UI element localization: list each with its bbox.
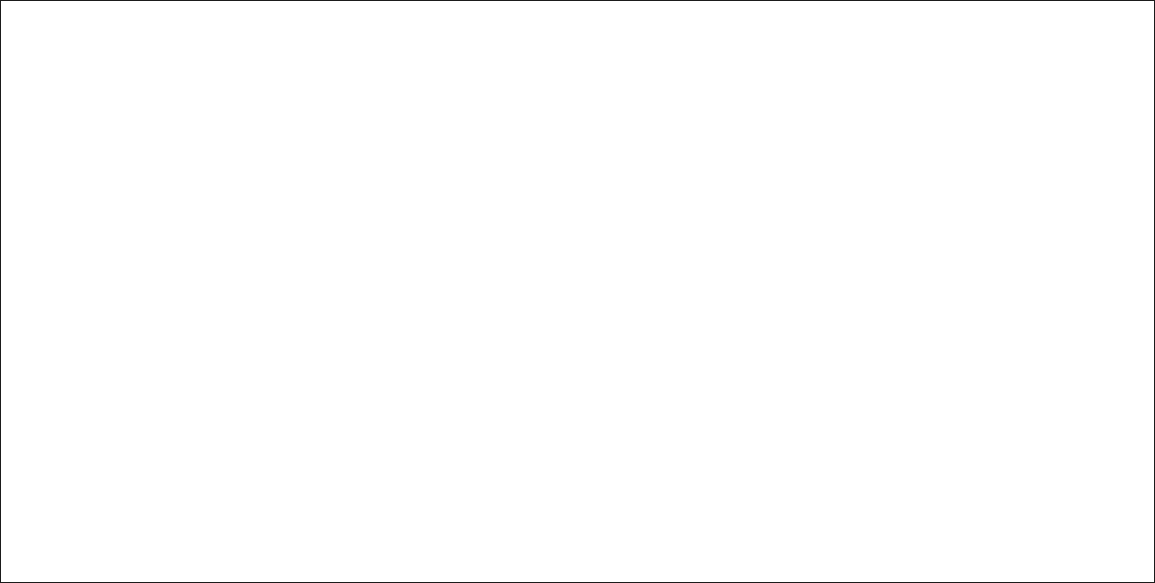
mt4-chart-window <box>0 0 1155 583</box>
chart-canvas[interactable] <box>0 0 1155 583</box>
